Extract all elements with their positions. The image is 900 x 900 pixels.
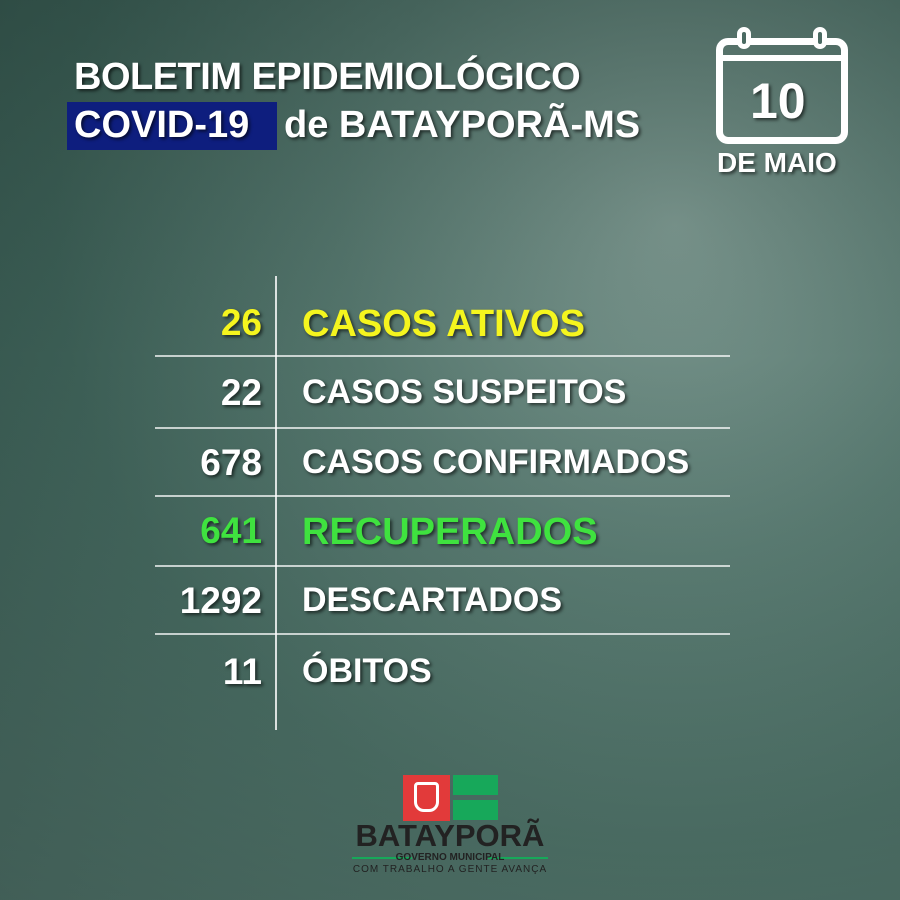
date-day: 10: [750, 73, 806, 129]
title-highlight: COVID-19: [74, 104, 250, 146]
divider: [352, 857, 412, 859]
brand-subtitle: GOVERNO MUNICIPAL: [395, 852, 505, 863]
title-line-1: BOLETIM EPIDEMIOLÓGICO: [74, 56, 581, 98]
stat-label: CASOS ATIVOS: [302, 303, 585, 345]
row-separator: [155, 565, 730, 567]
logo-green-bar: [453, 800, 498, 820]
stat-value: 26: [220, 302, 262, 343]
stat-label: DESCARTADOS: [302, 581, 563, 619]
stat-value: 641: [200, 510, 262, 551]
row-separator: [155, 427, 730, 429]
crest-icon: [414, 782, 439, 812]
table-divider-vertical: [275, 276, 277, 730]
row-separator: [155, 355, 730, 357]
date-month: DE MAIO: [717, 147, 837, 178]
title-line-2: de BATAYPORÃ-MS: [284, 104, 641, 146]
title-highlight-box: [67, 102, 277, 150]
stat-label: RECUPERADOS: [302, 511, 598, 553]
divider: [488, 857, 548, 859]
row-separator: [155, 495, 730, 497]
stat-value: 11: [222, 651, 262, 692]
stat-label: ÓBITOS: [302, 652, 432, 690]
stat-value: 1292: [179, 580, 262, 621]
stat-value: 22: [220, 372, 262, 413]
stat-value: 678: [200, 442, 262, 483]
calendar-icon: [716, 27, 848, 144]
logo-green-bar: [453, 775, 498, 795]
stat-label: CASOS CONFIRMADOS: [302, 443, 690, 481]
stat-label: CASOS SUSPEITOS: [302, 373, 627, 411]
row-separator: [155, 633, 730, 635]
brand-name: BATAYPORÃ: [355, 818, 545, 853]
brand-slogan: COM TRABALHO A GENTE AVANÇA: [352, 864, 548, 875]
